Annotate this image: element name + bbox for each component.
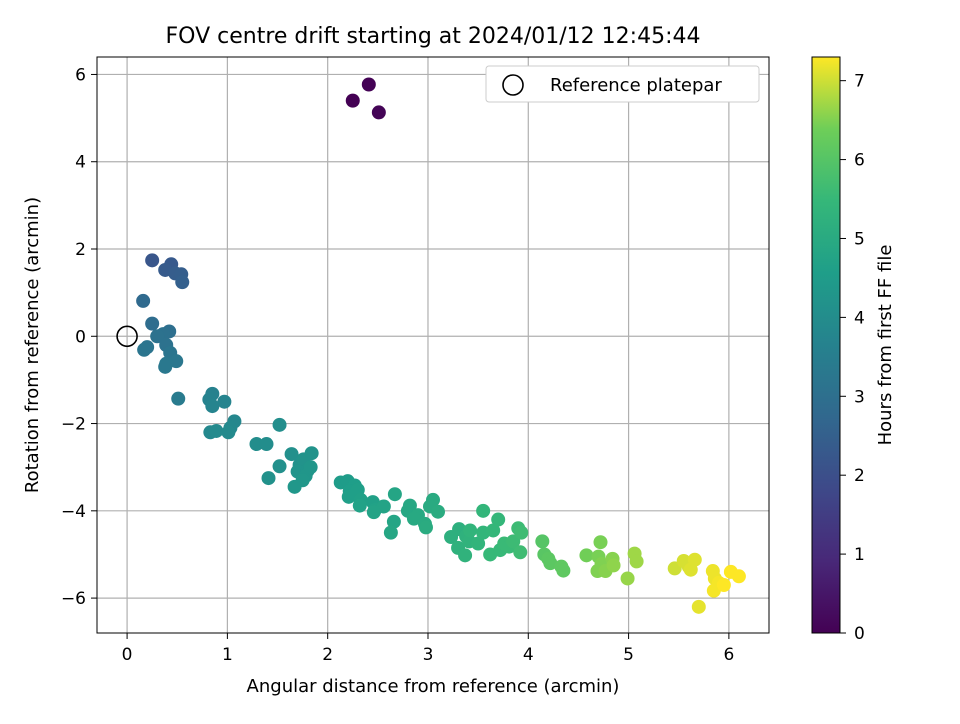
y-tick-label: 6 xyxy=(75,65,86,85)
data-point xyxy=(691,599,706,614)
legend-marker-icon xyxy=(502,74,524,96)
data-point xyxy=(406,511,421,526)
y-tick-label: −6 xyxy=(61,589,86,609)
data-point xyxy=(352,498,367,513)
data-point xyxy=(556,563,571,578)
data-point xyxy=(137,342,152,357)
data-point xyxy=(221,425,236,440)
data-point xyxy=(361,77,376,92)
y-tick-label: 2 xyxy=(75,240,86,260)
colorbar-gradient xyxy=(811,56,841,634)
data-point xyxy=(386,514,401,529)
data-point xyxy=(249,437,264,452)
legend-label: Reference platepar xyxy=(550,75,722,96)
legend: Reference platepar xyxy=(485,65,760,103)
colorbar-tick-label: 2 xyxy=(854,466,865,486)
data-point xyxy=(593,535,608,550)
data-point xyxy=(145,253,160,268)
data-point xyxy=(341,489,356,504)
colorbar-tick-label: 6 xyxy=(854,151,865,171)
y-tick-label: −4 xyxy=(61,502,86,522)
data-point xyxy=(345,93,360,108)
data-point xyxy=(259,437,274,452)
plot-frame xyxy=(96,56,770,634)
data-point xyxy=(217,394,232,409)
y-tick-label: −2 xyxy=(61,415,86,435)
data-point xyxy=(606,558,621,573)
reference-marker xyxy=(116,325,138,348)
data-point xyxy=(418,520,433,535)
data-point xyxy=(514,525,529,540)
data-point xyxy=(303,460,318,475)
x-axis-ticks: 0 1 2 3 4 5 6 xyxy=(122,633,734,665)
x-tick-label: 4 xyxy=(523,645,534,665)
colorbar-tick-label: 4 xyxy=(854,308,865,328)
grid-lines xyxy=(97,57,769,633)
data-point xyxy=(513,545,528,560)
data-point xyxy=(383,525,398,540)
data-point xyxy=(543,556,558,571)
colorbar: 0 1 2 3 4 5 6 7 Hours from first FF file xyxy=(811,56,896,644)
colorbar-tick-label: 7 xyxy=(854,72,865,92)
x-tick-label: 6 xyxy=(723,645,734,665)
data-point xyxy=(171,391,186,406)
x-axis-label: Angular distance from reference (arcmin) xyxy=(247,676,620,697)
data-point xyxy=(261,471,276,486)
x-tick-label: 5 xyxy=(623,645,634,665)
data-point xyxy=(145,316,160,331)
x-tick-label: 2 xyxy=(322,645,333,665)
data-point xyxy=(716,578,731,592)
data-point xyxy=(387,487,402,502)
data-point xyxy=(458,548,473,563)
data-point xyxy=(491,512,506,527)
data-point xyxy=(272,417,287,432)
data-point xyxy=(620,571,635,586)
colorbar-label: Hours from first FF file xyxy=(875,245,896,446)
x-tick-label: 0 xyxy=(122,645,133,665)
data-point xyxy=(431,504,446,519)
data-point xyxy=(731,569,746,584)
x-tick-label: 3 xyxy=(423,645,434,665)
data-point xyxy=(366,505,381,520)
y-tick-label: 0 xyxy=(75,327,86,347)
data-point xyxy=(535,534,550,549)
colorbar-ticks: 0 1 2 3 4 5 6 7 xyxy=(840,72,865,644)
data-point xyxy=(209,423,224,438)
colorbar-tick-label: 5 xyxy=(854,229,865,249)
data-point xyxy=(463,523,478,538)
reference-platepar-marker xyxy=(116,325,138,348)
legend-box xyxy=(485,65,760,103)
colorbar-tick-label: 1 xyxy=(854,545,865,565)
data-point xyxy=(272,459,287,474)
data-point xyxy=(486,523,501,538)
data-point xyxy=(287,479,302,494)
data-point xyxy=(579,548,594,563)
colorbar-tick-label: 3 xyxy=(854,387,865,407)
y-axis-label: Rotation from reference (arcmin) xyxy=(22,197,43,493)
data-point xyxy=(284,447,299,462)
chart-title: FOV centre drift starting at 2024/01/12 … xyxy=(166,24,701,49)
x-tick-label: 1 xyxy=(222,645,233,665)
colorbar-tick-label: 0 xyxy=(854,624,865,644)
data-point xyxy=(175,275,190,290)
data-point xyxy=(687,552,702,567)
data-point xyxy=(205,399,220,414)
data-point xyxy=(476,503,491,518)
data-point xyxy=(136,293,151,308)
data-point xyxy=(471,536,486,551)
data-point xyxy=(629,554,644,569)
data-point xyxy=(371,105,386,120)
data-point xyxy=(158,359,173,374)
data-point xyxy=(304,446,319,461)
data-points xyxy=(136,77,746,614)
y-axis-ticks: −6 −4 −2 0 2 4 6 xyxy=(61,65,97,609)
y-tick-label: 4 xyxy=(75,153,86,173)
data-point xyxy=(150,329,165,344)
